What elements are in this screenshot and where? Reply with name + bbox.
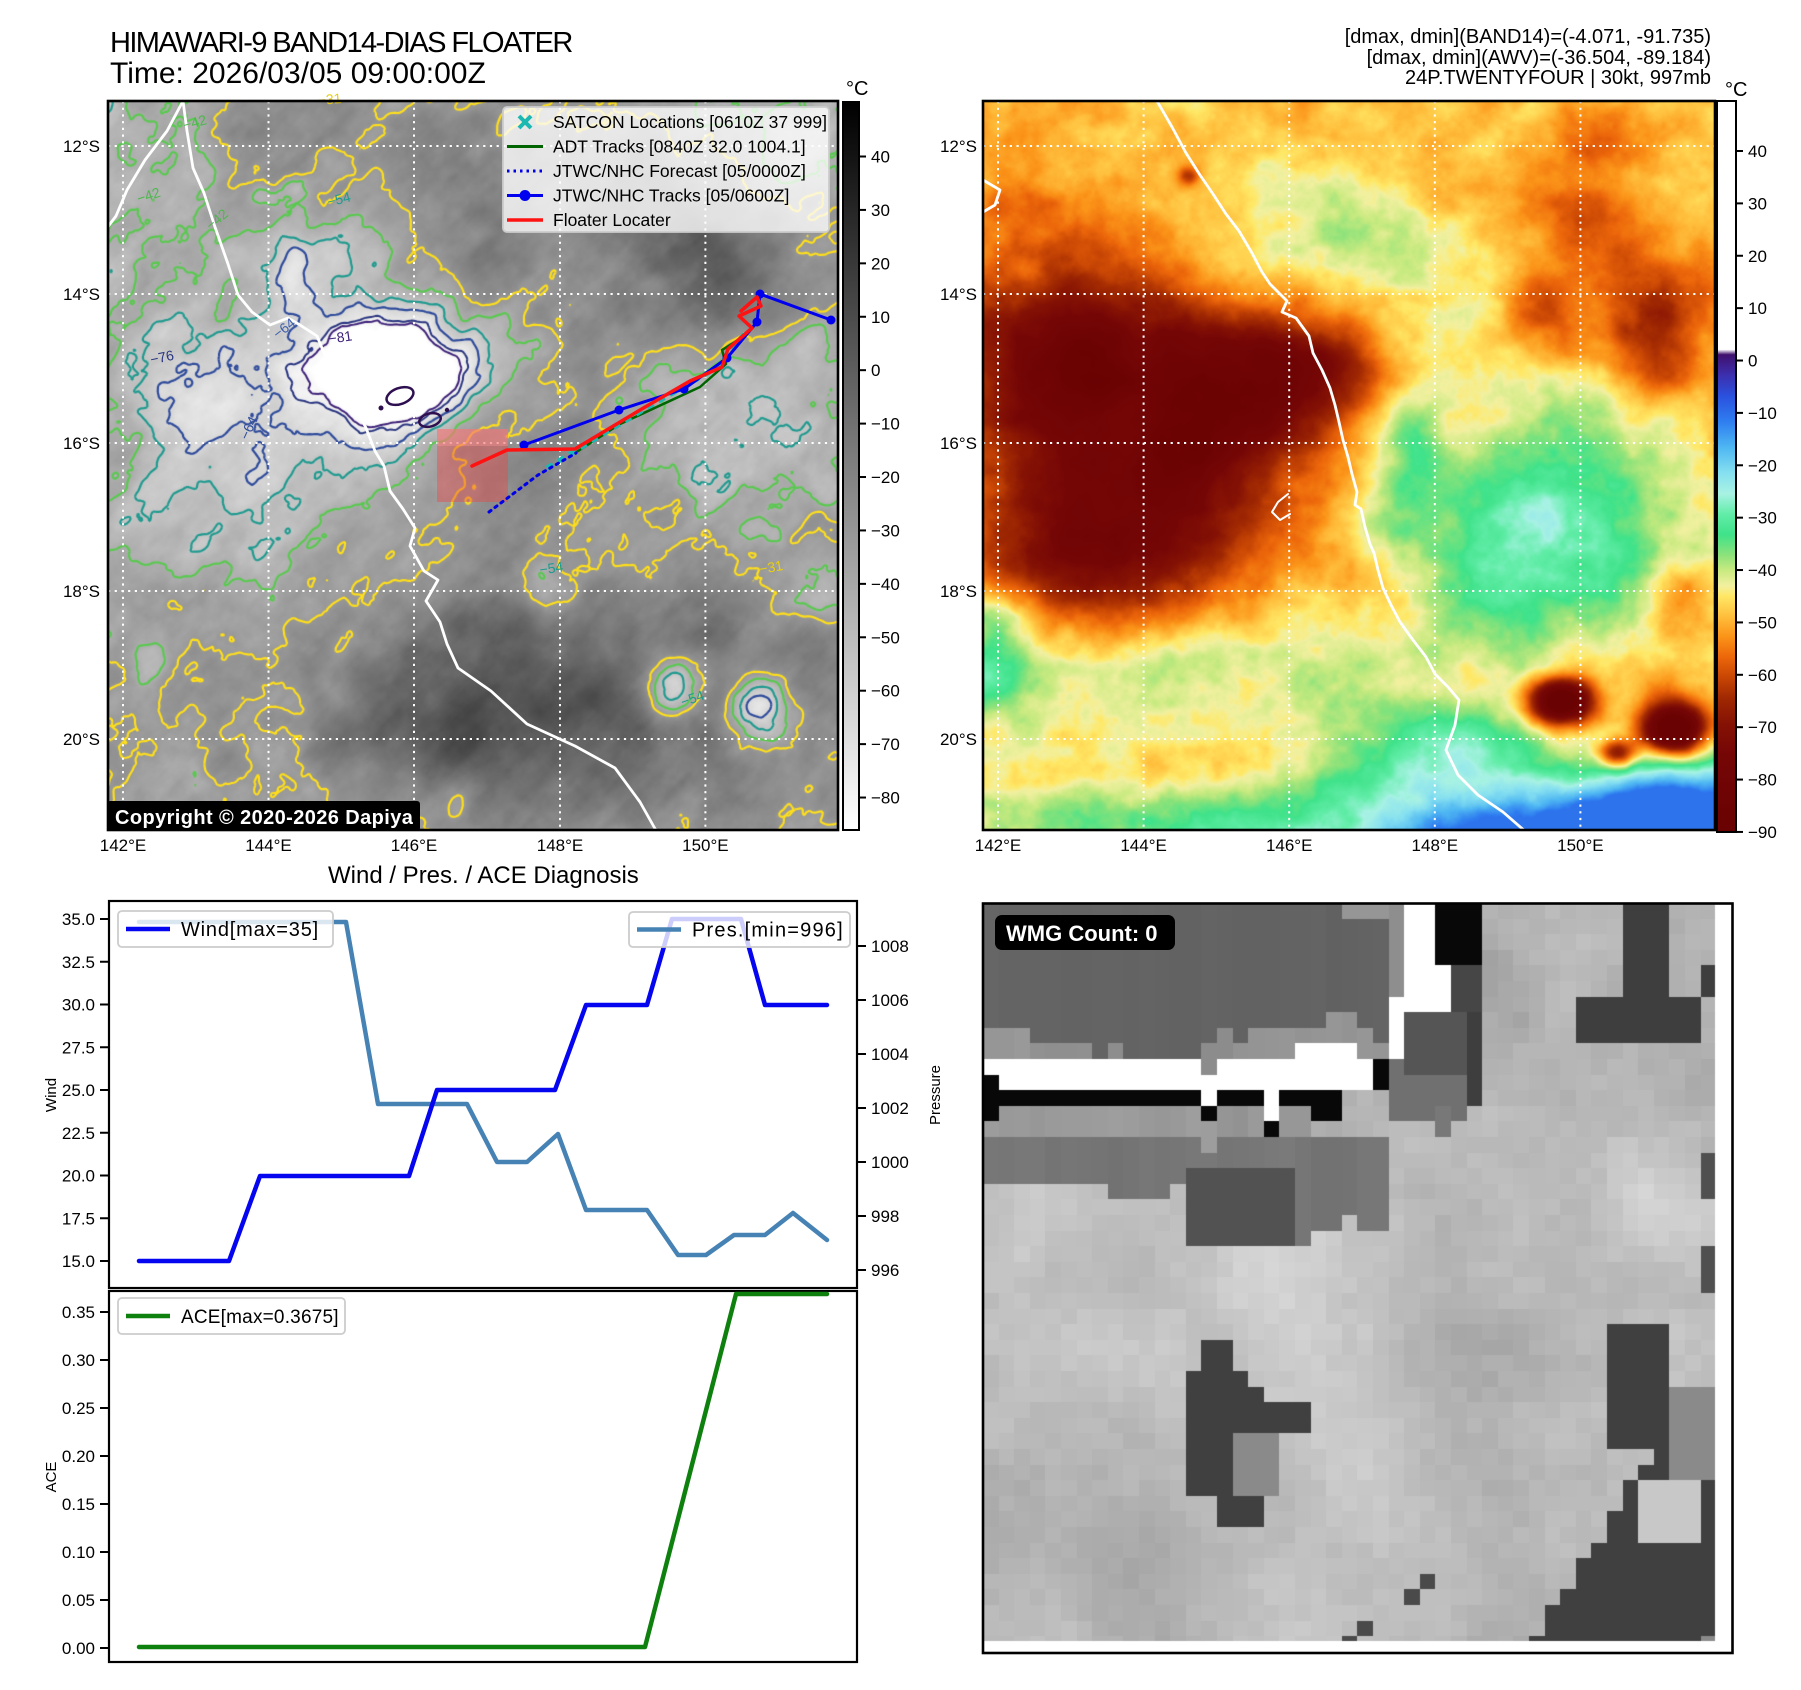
svg-text:−60: −60 [1748, 666, 1777, 685]
svg-text:JTWC/NHC Tracks [05/0600Z]: JTWC/NHC Tracks [05/0600Z] [553, 186, 789, 206]
svg-text:Copyright © 2020-2026 Dapiya: Copyright © 2020-2026 Dapiya [115, 807, 414, 829]
svg-text:0.05: 0.05 [62, 1591, 95, 1610]
svg-text:142°E: 142°E [975, 836, 1022, 855]
svg-text:150°E: 150°E [682, 836, 729, 855]
svg-text:−76: −76 [149, 347, 176, 368]
svg-text:142°E: 142°E [100, 836, 147, 855]
svg-text:25.0: 25.0 [62, 1081, 95, 1100]
svg-text:−42: −42 [203, 205, 232, 233]
svg-text:−80: −80 [1748, 771, 1777, 790]
svg-text:−54: −54 [325, 188, 352, 209]
svg-text:20°S: 20°S [63, 730, 100, 749]
svg-text:Floater Locater: Floater Locater [553, 210, 671, 230]
svg-text:0: 0 [871, 361, 880, 380]
svg-text:35.0: 35.0 [62, 910, 95, 929]
svg-text:−64: −64 [270, 314, 299, 341]
svg-text:144°E: 144°E [245, 836, 292, 855]
svg-text:−30: −30 [871, 521, 900, 540]
svg-text:−20: −20 [1748, 456, 1777, 475]
svg-text:0.35: 0.35 [62, 1303, 95, 1322]
svg-text:Pressure: Pressure [927, 1065, 944, 1125]
svg-text:27.5: 27.5 [62, 1038, 95, 1057]
svg-text:20.0: 20.0 [62, 1167, 95, 1186]
svg-text:10: 10 [871, 308, 890, 327]
svg-text:1002: 1002 [871, 1099, 909, 1118]
svg-text:ADT Tracks [0840Z 32.0 1004.1]: ADT Tracks [0840Z 32.0 1004.1] [553, 137, 806, 157]
svg-text:30: 30 [1748, 194, 1767, 213]
svg-text:−10: −10 [1748, 404, 1777, 423]
svg-text:−50: −50 [1748, 613, 1777, 632]
svg-text:16°S: 16°S [63, 434, 100, 453]
svg-text:32.5: 32.5 [62, 953, 95, 972]
svg-text:JTWC/NHC Forecast [05/0000Z]: JTWC/NHC Forecast [05/0000Z] [553, 161, 806, 181]
svg-text:0.15: 0.15 [62, 1495, 95, 1514]
svg-text:Wind: Wind [43, 1078, 60, 1112]
svg-text:−31: −31 [758, 557, 784, 577]
svg-text:0.30: 0.30 [62, 1351, 95, 1370]
svg-text:−40: −40 [1748, 561, 1777, 580]
svg-text:WMG Count: 0: WMG Count: 0 [1006, 921, 1158, 946]
svg-text:0.10: 0.10 [62, 1543, 95, 1562]
svg-text:SATCON Locations [0610Z 37 999: SATCON Locations [0610Z 37 999] [553, 112, 827, 132]
svg-text:−40: −40 [871, 575, 900, 594]
svg-text:1006: 1006 [871, 991, 909, 1010]
svg-text:148°E: 148°E [537, 836, 584, 855]
svg-text:17.5: 17.5 [62, 1209, 95, 1228]
svg-text:ACE[max=0.3675]: ACE[max=0.3675] [181, 1307, 339, 1328]
svg-text:14°S: 14°S [63, 285, 100, 304]
svg-text:40: 40 [1748, 142, 1767, 161]
svg-text:30.0: 30.0 [62, 996, 95, 1015]
svg-text:ACE: ACE [43, 1462, 60, 1493]
svg-text:−50: −50 [871, 628, 900, 647]
svg-text:18°S: 18°S [63, 582, 100, 601]
svg-text:−70: −70 [871, 735, 900, 754]
svg-text:−42: −42 [135, 184, 163, 207]
svg-text:146°E: 146°E [391, 836, 438, 855]
svg-text:0.25: 0.25 [62, 1399, 95, 1418]
svg-text:−81: −81 [327, 327, 353, 346]
svg-text:20: 20 [1748, 247, 1767, 266]
svg-text:20°S: 20°S [940, 730, 977, 749]
svg-text:0.20: 0.20 [62, 1447, 95, 1466]
svg-text:30: 30 [871, 201, 890, 220]
svg-text:144°E: 144°E [1120, 836, 1167, 855]
svg-text:−54: −54 [538, 558, 564, 577]
svg-text:−54: −54 [678, 687, 706, 710]
svg-text:−10: −10 [871, 415, 900, 434]
svg-text:10: 10 [1748, 299, 1767, 318]
svg-text:996: 996 [871, 1261, 899, 1280]
svg-text:Pres.[min=996]: Pres.[min=996] [692, 920, 844, 942]
svg-text:1000: 1000 [871, 1153, 909, 1172]
svg-text:0: 0 [1748, 352, 1757, 371]
svg-text:Wind[max=35]: Wind[max=35] [181, 919, 319, 941]
svg-text:22.5: 22.5 [62, 1124, 95, 1143]
svg-text:−30: −30 [1748, 509, 1777, 528]
svg-text:12°S: 12°S [940, 137, 977, 156]
svg-text:998: 998 [871, 1207, 899, 1226]
svg-text:20: 20 [871, 254, 890, 273]
svg-text:−64: −64 [236, 414, 261, 442]
svg-text:148°E: 148°E [1412, 836, 1459, 855]
svg-text:12°S: 12°S [63, 137, 100, 156]
svg-text:146°E: 146°E [1266, 836, 1313, 855]
svg-text:14°S: 14°S [940, 285, 977, 304]
svg-text:−42: −42 [181, 111, 208, 133]
svg-text:−70: −70 [1748, 718, 1777, 737]
svg-text:1004: 1004 [871, 1045, 909, 1064]
svg-text:18°S: 18°S [940, 582, 977, 601]
svg-text:16°S: 16°S [940, 434, 977, 453]
svg-text:−80: −80 [871, 789, 900, 808]
svg-text:−20: −20 [871, 468, 900, 487]
svg-text:15.0: 15.0 [62, 1252, 95, 1271]
svg-text:−31: −31 [317, 90, 342, 108]
svg-text:−90: −90 [1748, 823, 1777, 842]
svg-text:0.00: 0.00 [62, 1639, 95, 1658]
svg-text:40: 40 [871, 148, 890, 167]
svg-text:1008: 1008 [871, 937, 909, 956]
svg-text:150°E: 150°E [1557, 836, 1604, 855]
svg-text:−60: −60 [871, 682, 900, 701]
